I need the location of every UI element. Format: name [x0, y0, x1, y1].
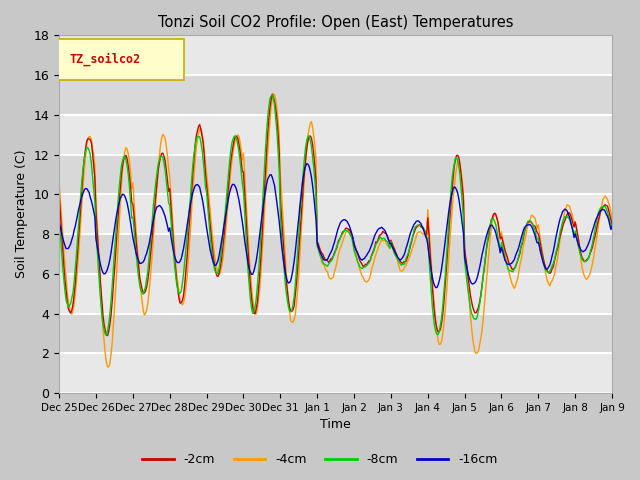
Bar	[59, 194, 612, 234]
Text: TZ_soilco2: TZ_soilco2	[69, 53, 140, 66]
Bar	[59, 274, 612, 313]
Y-axis label: Soil Temperature (C): Soil Temperature (C)	[15, 150, 28, 278]
Bar	[59, 155, 612, 194]
Bar	[59, 75, 612, 115]
Bar	[59, 115, 612, 155]
Bar	[59, 36, 612, 75]
FancyBboxPatch shape	[56, 39, 184, 80]
X-axis label: Time: Time	[320, 419, 351, 432]
Bar	[59, 313, 612, 353]
Title: Tonzi Soil CO2 Profile: Open (East) Temperatures: Tonzi Soil CO2 Profile: Open (East) Temp…	[158, 15, 513, 30]
Bar	[59, 353, 612, 393]
Bar	[59, 234, 612, 274]
Legend: -2cm, -4cm, -8cm, -16cm: -2cm, -4cm, -8cm, -16cm	[138, 448, 502, 471]
